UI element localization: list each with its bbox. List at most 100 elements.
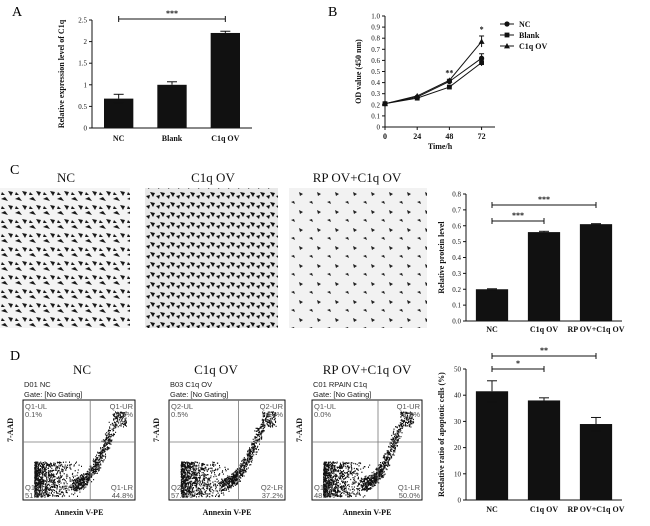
x-tick-label: 48: [445, 132, 453, 141]
quadrant-lr-value: 44.8%: [112, 491, 134, 500]
annotation-label: *: [480, 25, 484, 34]
y-tick-label: 0.2: [371, 101, 380, 109]
flow-title-c1q-ov: C1q OV: [194, 362, 238, 377]
x-tick-label: 24: [413, 132, 421, 141]
y-tick-label: 1: [84, 81, 88, 89]
quadrant-ll-value: 51.6%: [25, 491, 47, 500]
migration-image-nc: [0, 188, 130, 328]
y-tick-label: 20: [454, 444, 462, 452]
series-line: [384, 57, 482, 105]
y-tick-label: 0.7: [452, 206, 461, 214]
bar: [157, 84, 187, 128]
data-point: [414, 92, 421, 99]
quadrant-lr-value: 50.0%: [399, 491, 421, 500]
y-tick-label: 0.5: [371, 68, 380, 76]
legend-label: NC: [519, 20, 531, 29]
y-tick-label: 30: [454, 418, 462, 426]
series-line: [384, 62, 482, 105]
y-tick-label: 0.6: [371, 57, 380, 65]
panel-letter-b: B: [328, 5, 337, 20]
significance-label: ***: [512, 211, 524, 220]
image-title-rp-c1q-ov: RP OV+C1q OV: [313, 170, 402, 185]
migration-images: NC C1q OV RP OV+C1q OV: [0, 170, 427, 328]
quadrant-ur-name: Q2-UR: [260, 402, 284, 411]
quadrant-ul-value: 0.5%: [171, 410, 188, 419]
y-tick-label: 50: [454, 366, 462, 374]
flow-y-label: 7-AAD: [6, 418, 15, 442]
flow-sample-id: B03 C1q OV: [170, 380, 212, 389]
y-axis-label: Reelative ratio of apoptotic cells (%): [437, 372, 446, 497]
legend-marker: [504, 21, 510, 27]
quadrant-ul-name: Q2-UL: [171, 402, 193, 411]
y-axis-label: Relative protein level: [437, 221, 446, 294]
quadrant-ur-value: 4.4%: [266, 410, 283, 419]
y-tick-label: 0: [84, 125, 88, 133]
quadrant-lr-name: Q1-LR: [398, 483, 421, 492]
panel-letter-c: C: [10, 163, 19, 178]
data-point: [446, 77, 453, 83]
flow-x-label: Annexin V-PE: [343, 508, 392, 517]
legend-marker: [504, 43, 510, 49]
y-tick-label: 2: [84, 38, 88, 46]
quadrant-ll-name: Q1-LL: [25, 483, 46, 492]
flow-gate: Gate: [No Gating]: [170, 390, 228, 399]
y-axis-label: Relative expression level of C1q: [57, 19, 66, 128]
quadrant-lr-value: 37.2%: [262, 491, 284, 500]
significance-label: ***: [538, 195, 550, 204]
quadrant-ll-value: 57.8%: [171, 491, 193, 500]
legend-marker: [504, 32, 510, 38]
quadrant-ll-name: Q1-LL: [314, 483, 335, 492]
y-tick-label: 1.0: [371, 13, 380, 21]
quadrant-ur-value: 3.5%: [116, 410, 133, 419]
y-tick-label: 0.8: [371, 35, 380, 43]
y-tick-label: 0.4: [371, 79, 380, 87]
bar: [475, 289, 509, 321]
category-label: RP OV+C1q OV: [567, 325, 624, 334]
significance-label: *: [516, 359, 520, 368]
bar: [104, 98, 134, 128]
flow-x-label: Annexin V-PE: [55, 508, 104, 517]
category-label: C1q OV: [211, 134, 239, 143]
y-tick-label: 0.0: [452, 318, 461, 326]
flow-title-nc: NC: [73, 362, 91, 377]
category-label: NC: [486, 325, 498, 334]
data-point: [478, 38, 485, 44]
flow-gate: Gate: [No Gating]: [24, 390, 82, 399]
significance-label: **: [540, 346, 548, 355]
quadrant-ur-value: 1.8%: [403, 410, 420, 419]
flow-x-label: Annexin V-PE: [203, 508, 252, 517]
y-axis-label: OD value (450 nm): [354, 39, 363, 104]
quadrant-ll-name: Q2-LL: [171, 483, 192, 492]
bar: [475, 391, 509, 500]
quadrant-ul-name: Q1-UL: [314, 402, 336, 411]
y-tick-label: 0.7: [371, 46, 380, 54]
y-tick-label: 0: [458, 497, 462, 505]
significance-label: ***: [166, 9, 178, 18]
quadrant-ll-value: 48.2%: [314, 491, 336, 500]
legend-label: Blank: [519, 31, 540, 40]
flow-y-label: 7-AAD: [295, 418, 304, 442]
chart-b: 0 0.1 0.2 0.3 0.4 0.5 0.6 0.7 0.8 0.9 1.0 0 24 48 72 Ti…: [354, 13, 547, 152]
flow-gate: Gate: [No Gating]: [313, 390, 371, 399]
y-tick-label: 10: [454, 470, 462, 478]
category-label: RP OV+C1q OV: [567, 505, 624, 514]
legend-label: C1q OV: [519, 42, 547, 51]
quadrant-ul-value: 0.0%: [314, 410, 331, 419]
y-tick-label: 0.8: [452, 191, 461, 199]
bar: [210, 32, 240, 128]
chart-d: 0 10 20 30 40 50 NC C1q OV RP OV+C1q OV Reelative…: [437, 346, 625, 514]
flow-sample-id: C01 RPAIN C1q: [313, 380, 367, 389]
quadrant-lr-name: Q2-LR: [261, 483, 284, 492]
data-point: [382, 100, 388, 107]
data-point: [479, 60, 484, 66]
quadrant-ul-name: Q1-UL: [25, 402, 47, 411]
panel-letter-d: D: [10, 349, 20, 364]
annotation-label: **: [445, 68, 453, 77]
quadrant-ul-value: 0.1%: [25, 410, 42, 419]
image-title-c1q-ov: C1q OV: [191, 170, 235, 185]
panel-letter-a: A: [12, 5, 23, 20]
category-label: NC: [113, 134, 125, 143]
